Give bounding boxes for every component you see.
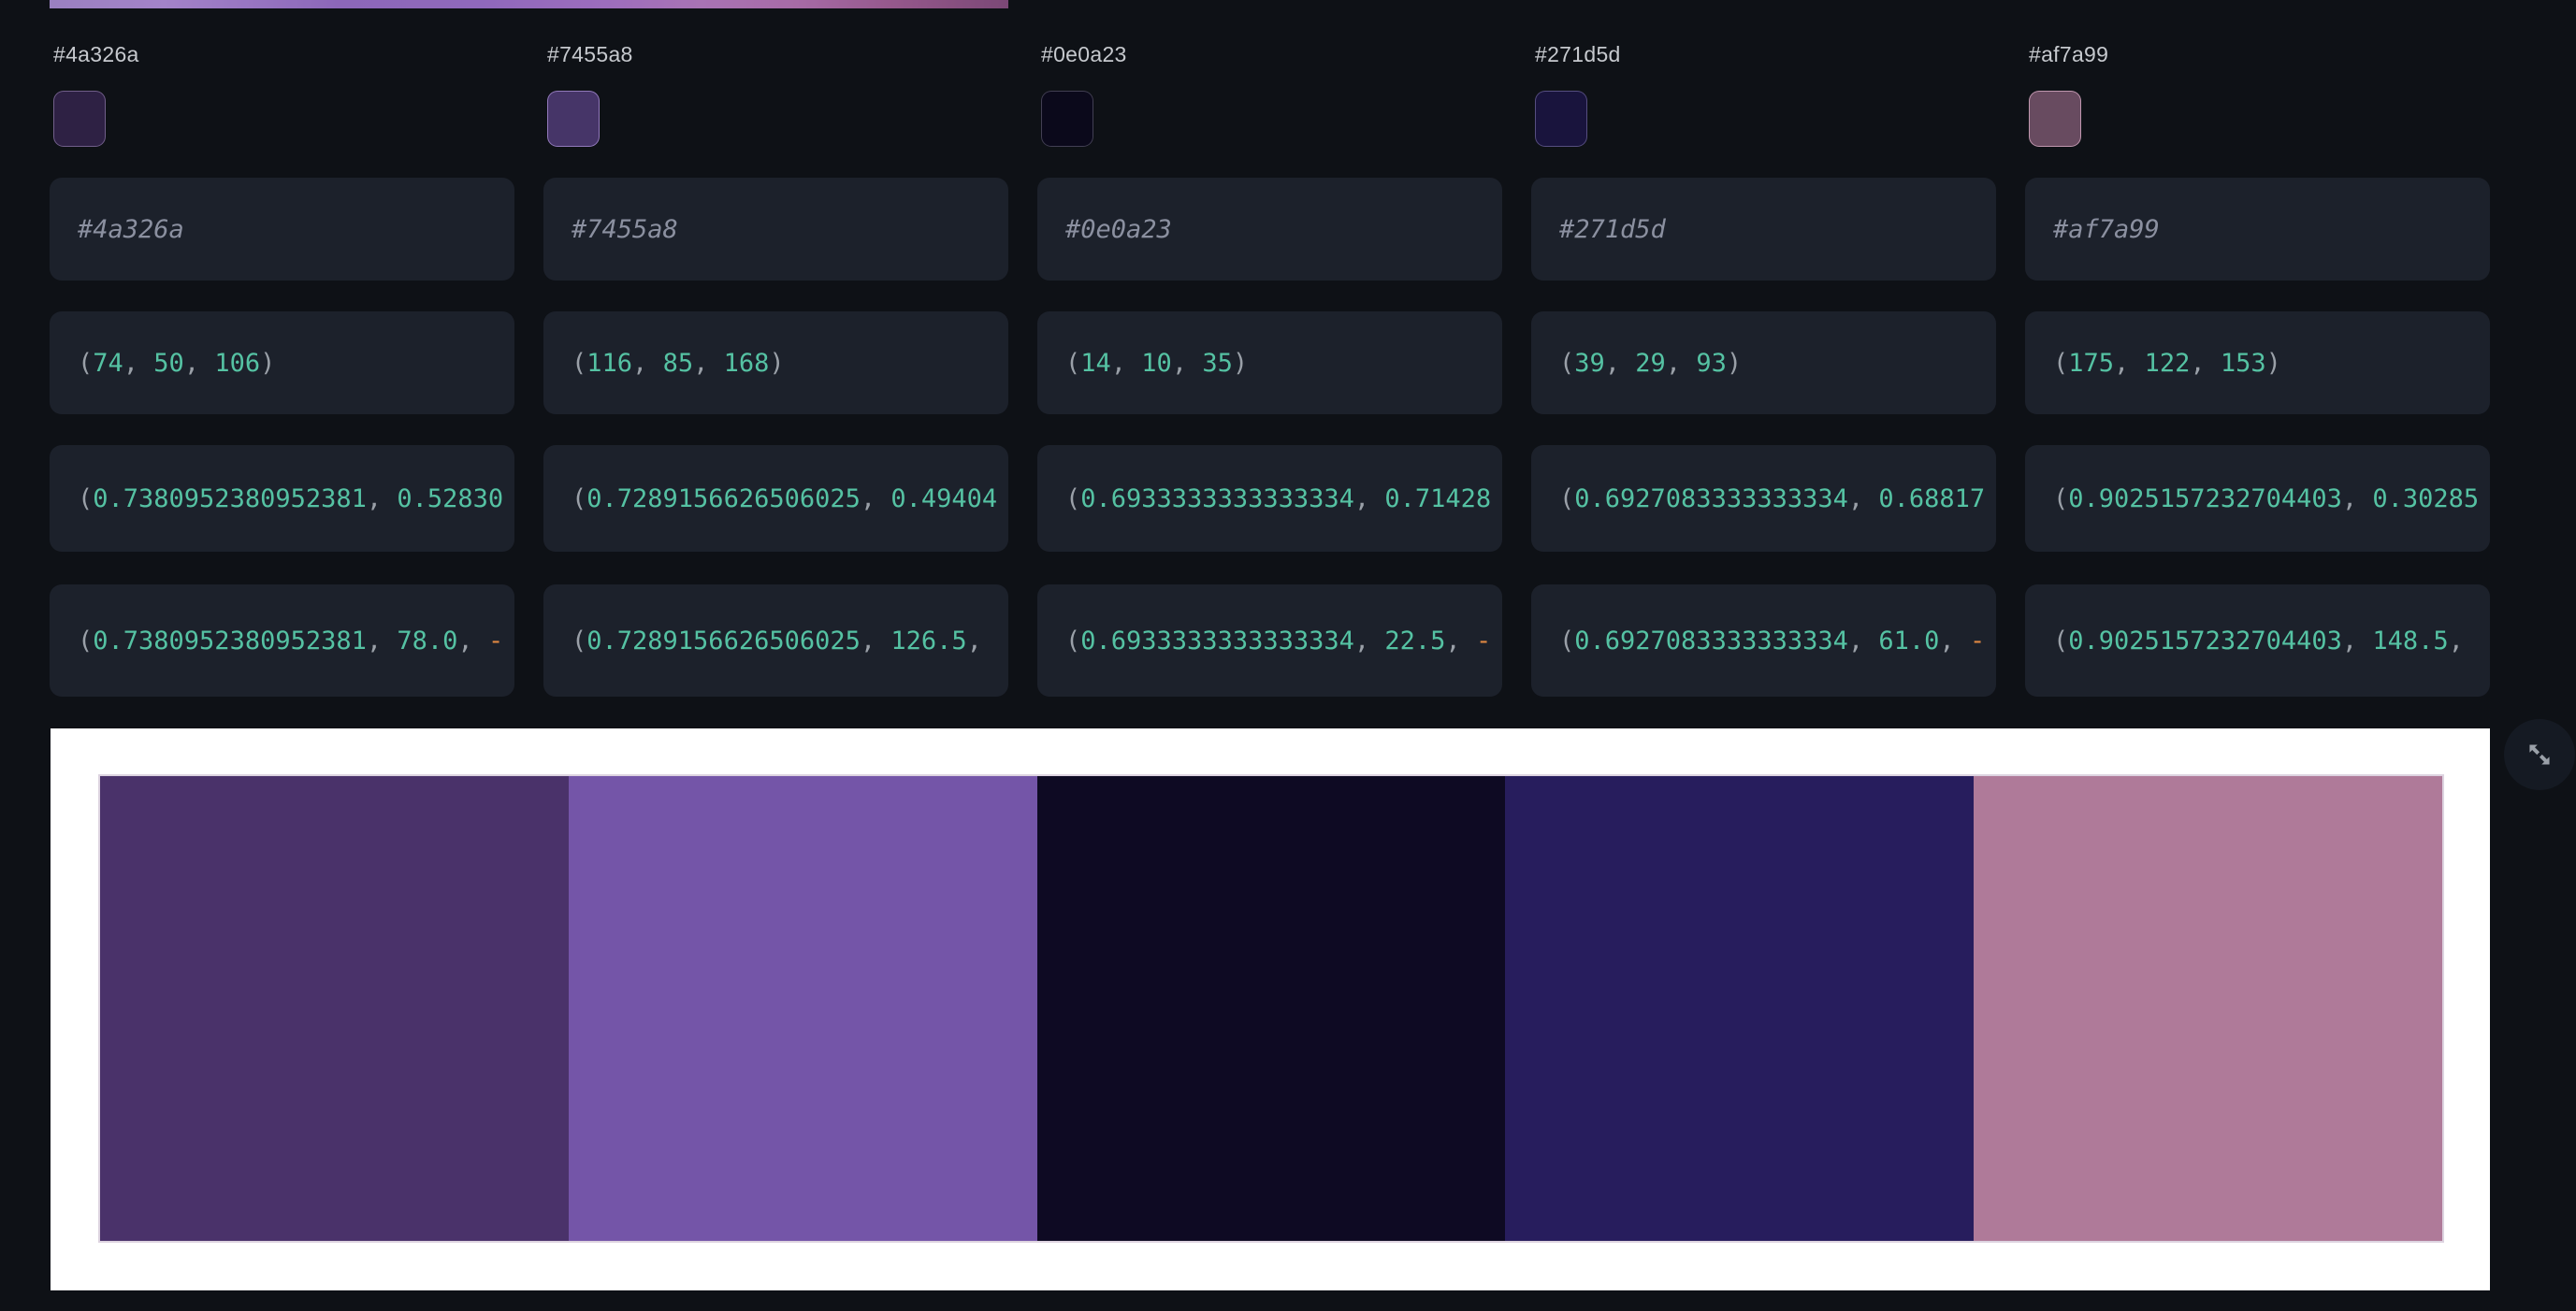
color-swatch[interactable] bbox=[53, 91, 106, 147]
rgb-input[interactable]: (175, 122, 153) bbox=[2025, 311, 2490, 414]
palette-band bbox=[568, 776, 1037, 1241]
husl-tuple-input[interactable]: (0.9025157232704403, 148.5, bbox=[2025, 584, 2490, 697]
rgb-value: (14, 10, 35) bbox=[1065, 348, 1249, 378]
husl-tuple-input[interactable]: (0.7289156626506025, 126.5, bbox=[543, 584, 1008, 697]
rgb-input[interactable]: (74, 50, 106) bbox=[50, 311, 514, 414]
rgb-value: (74, 50, 106) bbox=[78, 348, 276, 378]
hex-placeholder: #4a326a bbox=[78, 214, 184, 244]
float-tuple-input[interactable]: (0.9025157232704403, 0.30285 bbox=[2025, 445, 2490, 552]
color-hex-label: #7455a8 bbox=[547, 42, 633, 66]
fullscreen-button[interactable] bbox=[2504, 719, 2575, 790]
hex-input[interactable]: #0e0a23 bbox=[1037, 178, 1502, 281]
rgb-input[interactable]: (116, 85, 168) bbox=[543, 311, 1008, 414]
palette-band bbox=[1036, 776, 1506, 1241]
palette-image[interactable] bbox=[51, 728, 2490, 1290]
husl-tuple-input[interactable]: (0.6927083333333334, 61.0, - bbox=[1531, 584, 1996, 697]
float-tuple-input[interactable]: (0.7289156626506025, 0.49404 bbox=[543, 445, 1008, 552]
color-swatch[interactable] bbox=[1041, 91, 1093, 147]
husl-tuple-value: (0.6933333333333334, 22.5, - bbox=[1065, 626, 1492, 656]
husl-tuple-input[interactable]: (0.7380952380952381, 78.0, - bbox=[50, 584, 514, 697]
husl-tuple-value: (0.6927083333333334, 61.0, - bbox=[1559, 626, 1986, 656]
float-tuple-value: (0.7380952380952381, 0.52830 bbox=[78, 483, 504, 513]
color-column: #4a326a #4a326a (74, 50, 106) (0.7380952… bbox=[50, 0, 514, 711]
palette-bands bbox=[98, 774, 2444, 1243]
expand-icon bbox=[2529, 744, 2550, 765]
color-hex-label: #271d5d bbox=[1535, 42, 1621, 66]
float-tuple-value: (0.6933333333333334, 0.71428 bbox=[1065, 483, 1492, 513]
float-tuple-input[interactable]: (0.7380952380952381, 0.52830 bbox=[50, 445, 514, 552]
color-hex-label: #0e0a23 bbox=[1041, 42, 1127, 66]
hex-placeholder: #0e0a23 bbox=[1065, 214, 1172, 244]
float-tuple-value: (0.7289156626506025, 0.49404 bbox=[572, 483, 998, 513]
color-swatch[interactable] bbox=[2029, 91, 2081, 147]
hex-placeholder: #271d5d bbox=[1559, 214, 1666, 244]
color-hex-label: #af7a99 bbox=[2029, 42, 2109, 66]
hex-placeholder: #7455a8 bbox=[572, 214, 678, 244]
rgb-value: (116, 85, 168) bbox=[572, 348, 785, 378]
color-column: #271d5d #271d5d (39, 29, 93) (0.69270833… bbox=[1531, 0, 1996, 711]
palette-band bbox=[100, 776, 569, 1241]
hex-input[interactable]: #4a326a bbox=[50, 178, 514, 281]
color-column: #0e0a23 #0e0a23 (14, 10, 35) (0.69333333… bbox=[1037, 0, 1502, 711]
husl-tuple-input[interactable]: (0.6933333333333334, 22.5, - bbox=[1037, 584, 1502, 697]
palette-band bbox=[1974, 776, 2442, 1241]
hex-input[interactable]: #af7a99 bbox=[2025, 178, 2490, 281]
color-hex-label: #4a326a bbox=[53, 42, 139, 66]
husl-tuple-value: (0.9025157232704403, 148.5, bbox=[2053, 626, 2464, 656]
palette-band bbox=[1505, 776, 1975, 1241]
rgb-input[interactable]: (14, 10, 35) bbox=[1037, 311, 1502, 414]
hex-input[interactable]: #7455a8 bbox=[543, 178, 1008, 281]
color-swatch[interactable] bbox=[547, 91, 600, 147]
color-column: #af7a99 #af7a99 (175, 122, 153) (0.90251… bbox=[2025, 0, 2490, 711]
color-column: #7455a8 #7455a8 (116, 85, 168) (0.728915… bbox=[543, 0, 1008, 711]
rgb-input[interactable]: (39, 29, 93) bbox=[1531, 311, 1996, 414]
rgb-value: (175, 122, 153) bbox=[2053, 348, 2281, 378]
palette-gradient-strip bbox=[50, 0, 1008, 8]
color-swatch[interactable] bbox=[1535, 91, 1587, 147]
float-tuple-value: (0.9025157232704403, 0.30285 bbox=[2053, 483, 2480, 513]
husl-tuple-value: (0.7289156626506025, 126.5, bbox=[572, 626, 982, 656]
float-tuple-input[interactable]: (0.6933333333333334, 0.71428 bbox=[1037, 445, 1502, 552]
rgb-value: (39, 29, 93) bbox=[1559, 348, 1743, 378]
husl-tuple-value: (0.7380952380952381, 78.0, - bbox=[78, 626, 504, 656]
float-tuple-value: (0.6927083333333334, 0.68817 bbox=[1559, 483, 1986, 513]
float-tuple-input[interactable]: (0.6927083333333334, 0.68817 bbox=[1531, 445, 1996, 552]
hex-input[interactable]: #271d5d bbox=[1531, 178, 1996, 281]
hex-placeholder: #af7a99 bbox=[2053, 214, 2160, 244]
